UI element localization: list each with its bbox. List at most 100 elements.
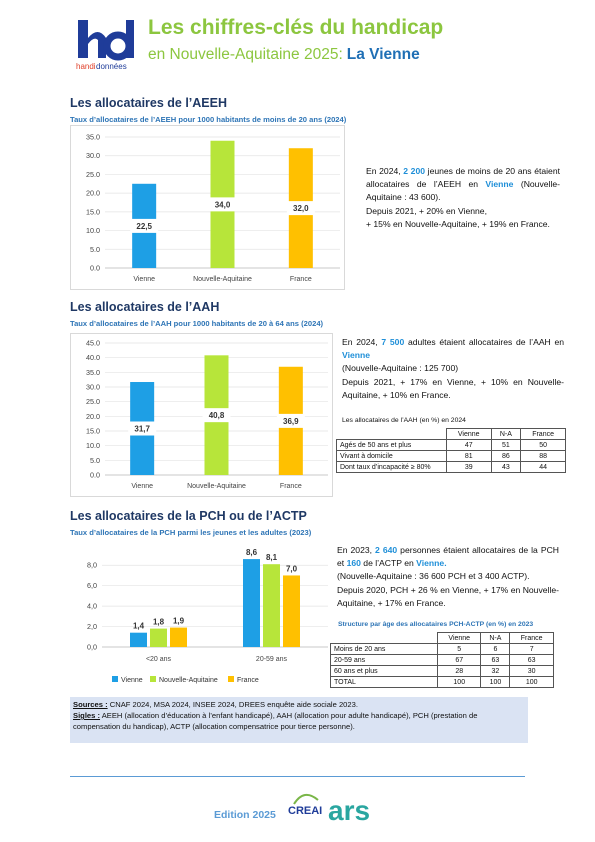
- table-cell: 100: [509, 676, 554, 688]
- chart-frame: [70, 125, 345, 290]
- value-label: 1,4: [133, 622, 145, 631]
- column-header: N-A: [480, 632, 511, 644]
- text: (Nouvelle-Aquitaine : 43 600).: [366, 179, 560, 203]
- logo-ars: ars: [328, 795, 370, 826]
- section-heading: Les allocataires de l’AAH: [70, 300, 220, 314]
- label-box: [208, 197, 237, 212]
- column-header: France: [509, 632, 554, 644]
- y-tick-label: 8,0: [87, 561, 97, 570]
- value-label: 1,8: [153, 618, 165, 627]
- y-tick-label: 35.0: [86, 368, 100, 377]
- table-cell: 32: [480, 665, 511, 677]
- y-tick-label: 5.0: [90, 245, 100, 254]
- table-cell: [331, 633, 438, 644]
- logo-text: handi: [76, 62, 96, 71]
- label-box: [128, 421, 157, 436]
- text: En 2024,: [366, 166, 404, 176]
- x-tick-label: Nouvelle-Aquitaine: [193, 276, 252, 283]
- footer-logos: CREAI ars: [288, 793, 370, 826]
- x-tick-label: <20 ans: [146, 656, 172, 663]
- logo-text: données: [96, 62, 127, 71]
- table-cell: 5: [437, 643, 482, 655]
- text: En 2023,: [337, 545, 376, 555]
- y-tick-label: 4,0: [87, 602, 97, 611]
- table-cell: 67: [437, 654, 482, 666]
- table-row: Vivant à domicile 81 86 88: [336, 450, 566, 462]
- legend-label: Vienne: [121, 677, 143, 684]
- value-label: 1,9: [173, 617, 185, 626]
- label-box: [130, 218, 159, 233]
- table-title: Structure par âge des allocataires PCH-A…: [338, 621, 534, 628]
- value-label: 31,7: [134, 425, 150, 434]
- paragraph: En 2024, 2 200 jeunes de moins de 20 ans…: [366, 165, 560, 231]
- table-cell: [337, 429, 447, 440]
- chart: 0.0 5.0 10.0 15.0 20.0 25.0 30.0 35.0 40.0 45.0 31…: [70, 333, 333, 497]
- value-label: 32,0: [293, 204, 309, 213]
- text: Depuis 2020, PCH + 26 % en Vienne, + 17%…: [337, 584, 559, 608]
- table-row: Agés de 50 ans et plus 47 51 50: [336, 439, 566, 451]
- y-tick-label: 30.0: [86, 151, 100, 160]
- value-label: 8,1: [266, 553, 278, 562]
- text: Vienne: [485, 179, 514, 190]
- column-header: N-A: [490, 428, 522, 440]
- table-row: Moins de 20 ans 5 6 7: [329, 643, 554, 655]
- text: jeunes de moins de 20 ans étaient alloca…: [366, 166, 561, 190]
- table-grid: Vienne N-A France Moins de 20 ans 5 6 7 20-59 a…: [329, 632, 554, 688]
- table-cell: 88: [520, 450, 566, 462]
- table-cell: 30: [509, 665, 554, 677]
- text: 2 200: [403, 166, 426, 176]
- table: Vienne N-A France Moins de 20 ans 5 6 7 20-59 a…: [329, 632, 554, 688]
- table-cell: 86: [490, 450, 522, 462]
- x-tick-label: Vienne: [131, 483, 153, 490]
- bar: [170, 627, 187, 647]
- table-header: Vienne N-A France: [337, 428, 566, 440]
- legend-swatch: [150, 676, 156, 682]
- table-cell: 39: [445, 461, 492, 473]
- bar: [150, 628, 167, 647]
- value-label: 34,0: [215, 200, 231, 209]
- label: Sigles :: [73, 711, 101, 720]
- table-row: TOTAL 100 100 100: [329, 676, 554, 688]
- table-row: 20-59 ans 67 63 63: [329, 654, 554, 666]
- text: 7 500: [381, 337, 405, 347]
- chart: 0,0 2,0 4,0 6,0 8,0 <20 ans 1,4 1,8 1,9 20-59 ans…: [87, 548, 328, 684]
- table-cell: 100: [480, 676, 511, 688]
- table-cell: 43: [490, 461, 522, 473]
- x-tick-label: France: [290, 276, 312, 283]
- y-tick-label: 5.0: [90, 456, 100, 465]
- y-tick-label: 2,0: [87, 622, 97, 631]
- table-cell: 50: [520, 439, 566, 451]
- sigles: AEEH (allocation d’éducation à l’enfant …: [73, 711, 478, 731]
- territory: La Vienne: [346, 46, 420, 63]
- text: En 2024,: [342, 337, 382, 347]
- text: (Nouvelle-Aquitaine : 36 600 PCH et 3 40…: [337, 571, 530, 582]
- title: Les chiffres-clés du handicap: [148, 16, 444, 39]
- y-tick-label: 15.0: [86, 427, 100, 436]
- edition: Edition 2025: [214, 809, 276, 821]
- value-label: 7,0: [286, 564, 298, 573]
- y-tick-label: 10.0: [86, 226, 100, 235]
- chart-frame: [70, 333, 333, 497]
- y-tick-label: 25.0: [86, 170, 100, 179]
- sources-box: Sources : CNAF 2024, MSA 2024, INSEE 202…: [70, 697, 528, 743]
- bar: [243, 559, 260, 647]
- label: Sources :: [73, 700, 108, 709]
- row-label: Agés de 50 ans et plus: [336, 439, 447, 451]
- paragraph: En 2023, 2 640 personnes étaient allocat…: [337, 544, 559, 610]
- value-label: 8,6: [246, 548, 258, 557]
- y-tick-label: 35.0: [86, 133, 100, 142]
- chart-title: Taux d’allocataires de la PCH parmi les …: [70, 528, 312, 537]
- table-cell: 63: [480, 654, 511, 666]
- y-tick-label: 10.0: [86, 441, 100, 450]
- table-row: 60 ans et plus 28 32 30: [329, 665, 554, 677]
- row-label: Dont taux d’incapacité ≥ 80%: [336, 461, 447, 473]
- label-box: [286, 201, 315, 216]
- y-tick-label: 0,0: [87, 643, 97, 652]
- logo-creai: CREAI: [288, 805, 322, 817]
- column-header: Vienne: [437, 632, 482, 644]
- text: Depuis 2021, + 17% en Vienne, + 10% en N…: [342, 376, 564, 400]
- section-heading: Les allocataires de la PCH ou de l’ACTP: [70, 509, 307, 523]
- y-tick-label: 30.0: [86, 383, 100, 392]
- subtitle-text: en Nouvelle-Aquitaine 2025:: [148, 46, 343, 63]
- legend-swatch: [228, 676, 234, 682]
